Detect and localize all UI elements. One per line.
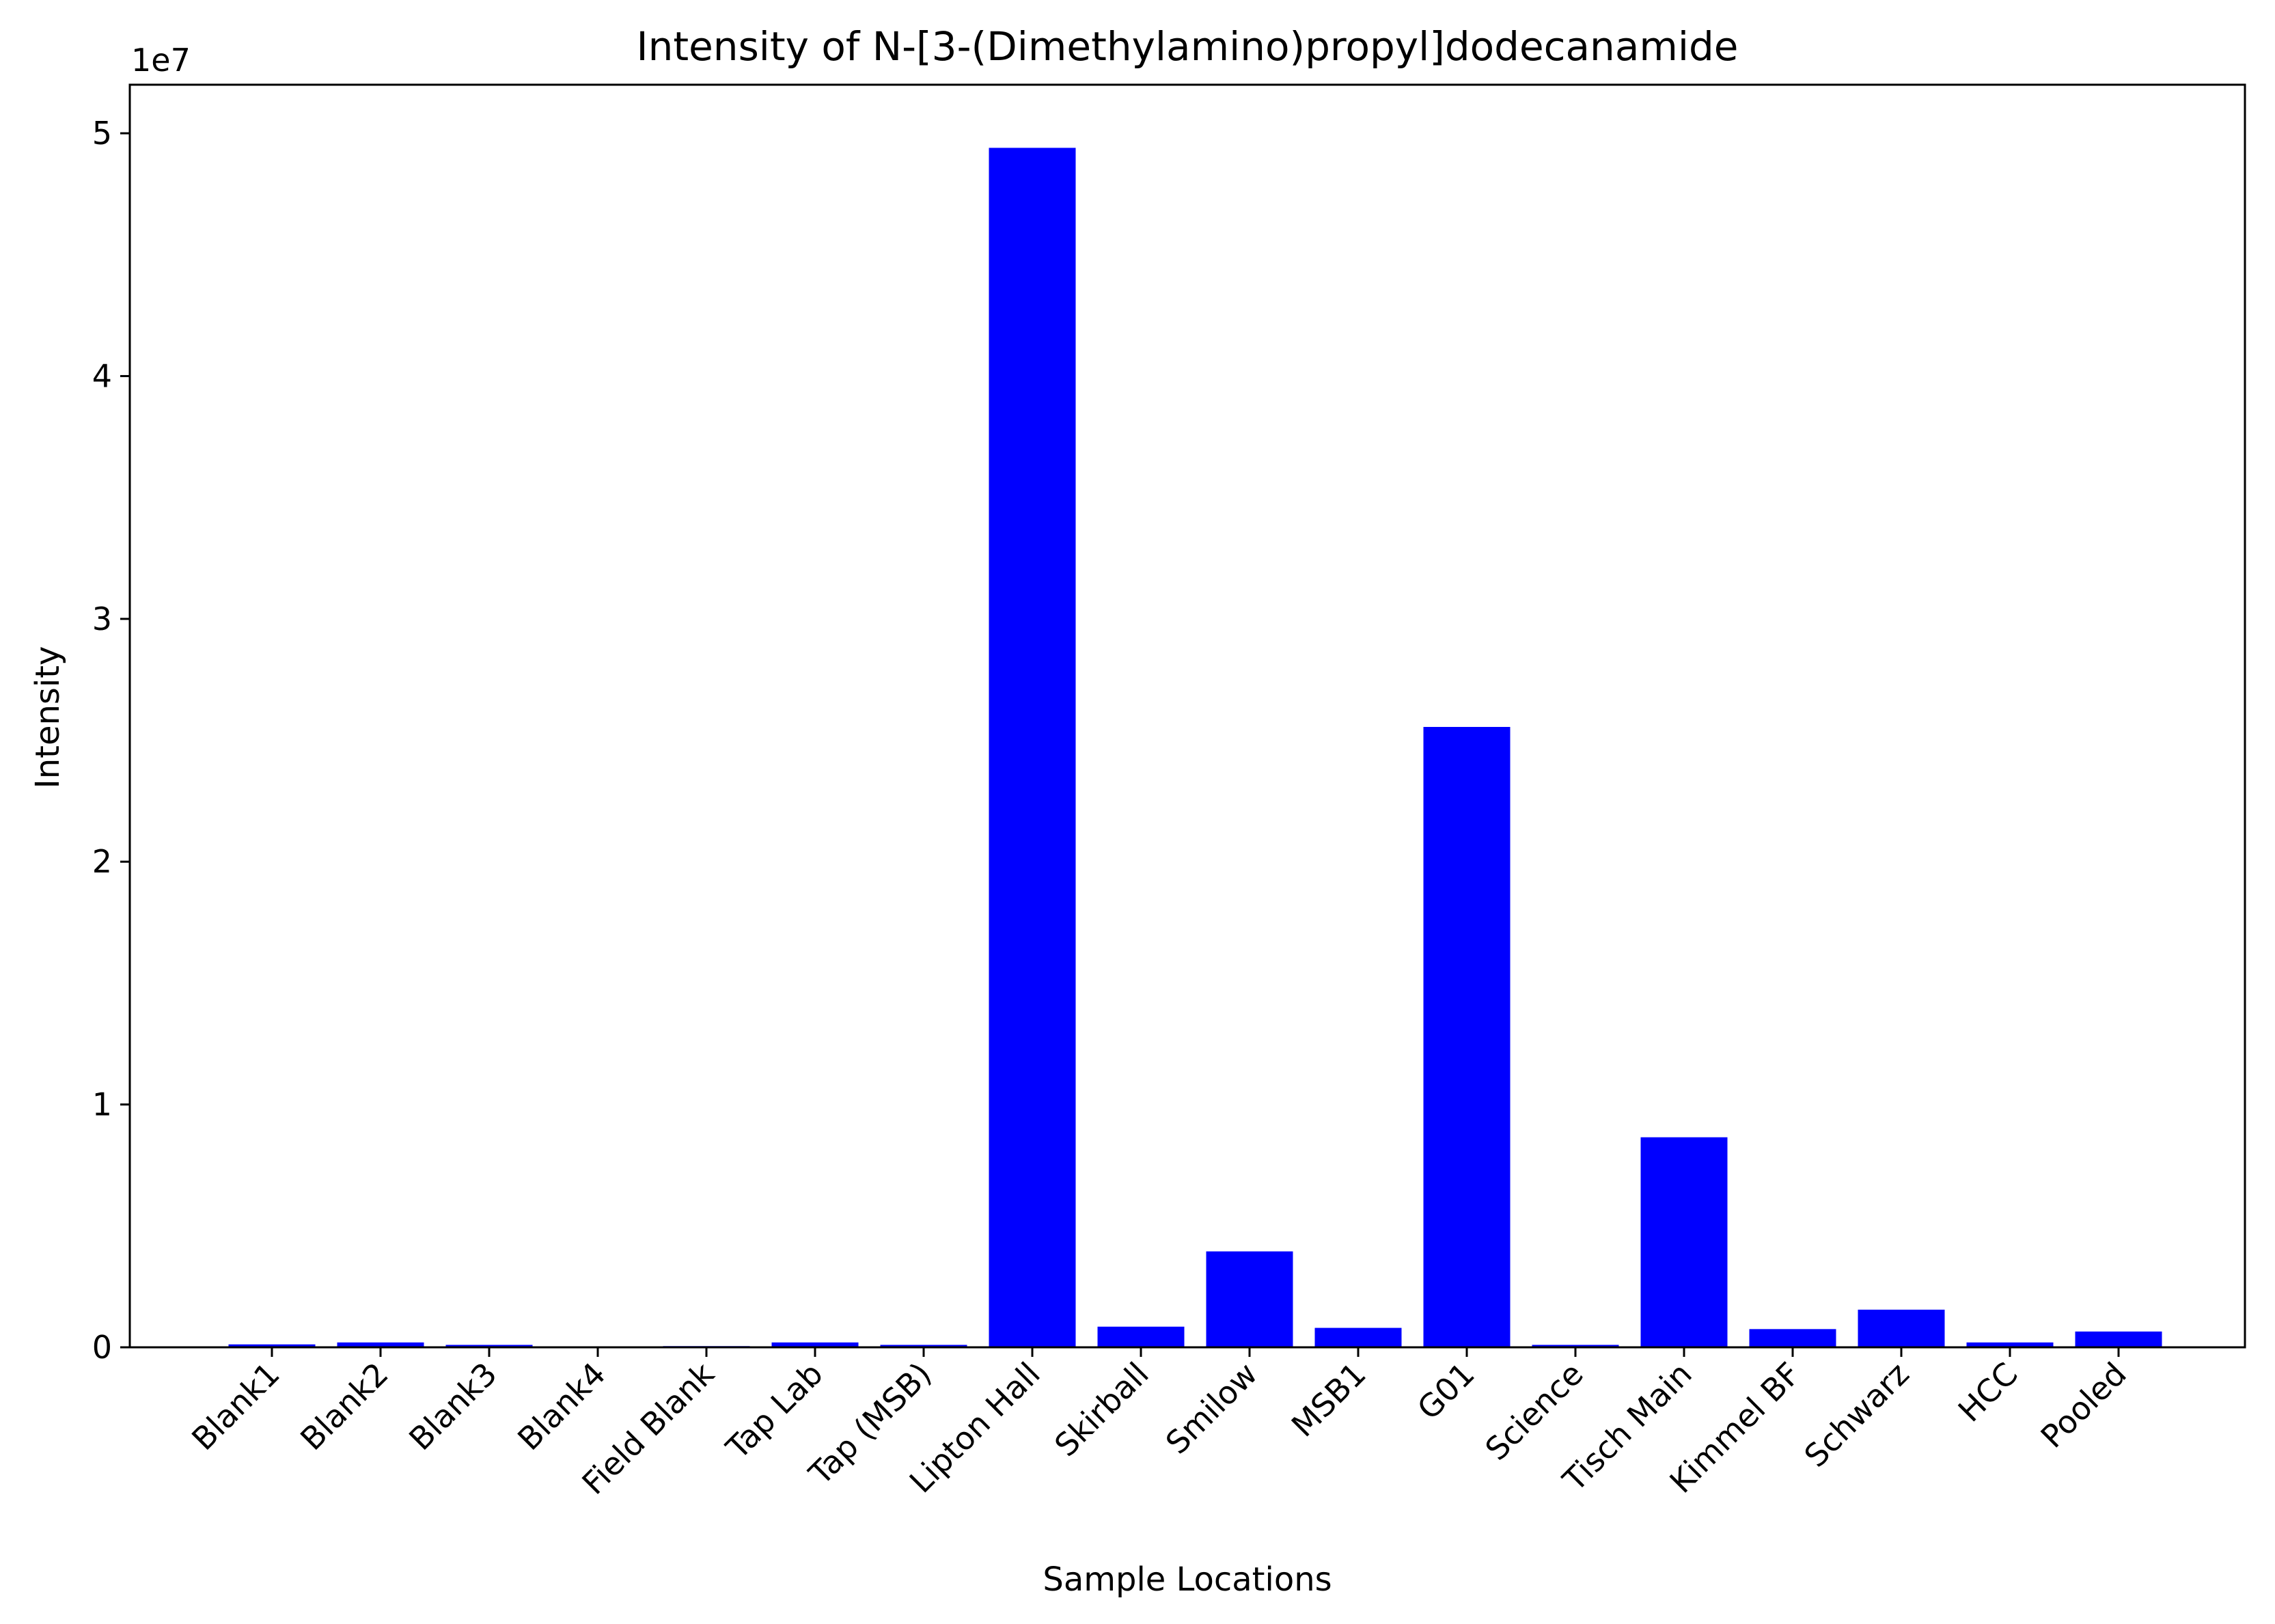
bar-msb1: [1314, 1327, 1402, 1347]
y-ticks-group: 0 1 2 3 4 5: [92, 115, 130, 1366]
y-tick-label: 3: [92, 601, 112, 637]
bar-blank2: [337, 1342, 424, 1347]
bar-schwarz: [1858, 1309, 1945, 1347]
y-tick-label: 5: [92, 115, 112, 152]
bar-lipton-hall: [989, 148, 1076, 1347]
y-axis-label: Intensity: [29, 646, 67, 789]
x-axis-label: Sample Locations: [1043, 1560, 1332, 1599]
bar-skirball: [1097, 1326, 1185, 1347]
bar-tap-lab: [771, 1342, 859, 1347]
bar-blank1: [228, 1344, 316, 1347]
bar-pooled: [2075, 1331, 2162, 1347]
plot-frame: [128, 83, 2246, 1349]
bar-g01: [1423, 726, 1511, 1347]
bar-tisch-main: [1640, 1137, 1728, 1347]
bar-tap-msb: [880, 1345, 967, 1347]
bar-blank3: [445, 1345, 533, 1347]
y-tick-label: 4: [92, 357, 112, 394]
bar-kimmel-bf: [1749, 1329, 1836, 1347]
bars-group: [228, 148, 2162, 1347]
y-tick-label: 1: [92, 1086, 112, 1123]
y-tick-label: 0: [92, 1329, 112, 1366]
bar-science: [1532, 1345, 1619, 1347]
bar-smilow: [1206, 1251, 1293, 1347]
y-tick-label: 2: [92, 843, 112, 880]
y-axis-offset-label: 1e7: [131, 42, 191, 79]
chart-title: Intensity of N-[3-(Dimethylamino)propyl]…: [637, 23, 1739, 70]
bar-hcc: [1966, 1342, 2054, 1347]
